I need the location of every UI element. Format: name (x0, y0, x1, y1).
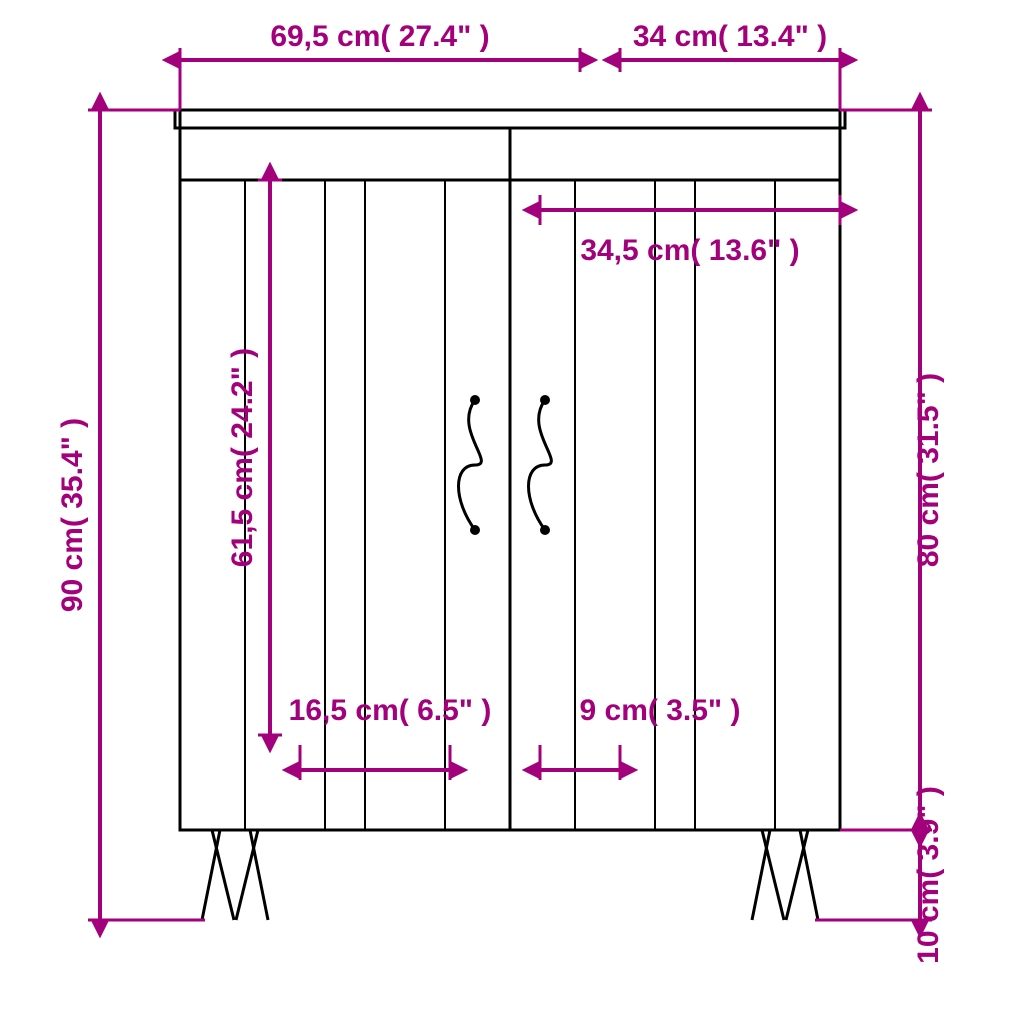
dim-depth: 34 cm( 13.4" ) (633, 20, 827, 53)
dim-inner-width: 34,5 cm( 13.6" ) (580, 234, 799, 267)
dim-overall-width: 69,5 cm( 27.4" ) (270, 20, 489, 53)
dim-leg-height: 10 cm( 3.9" ) (912, 786, 945, 964)
dim-panel-gap: 9 cm( 3.5" ) (580, 694, 741, 727)
dim-body-height: 80 cm( 31.5" ) (912, 373, 945, 567)
dim-door-height: 61,5 cm( 24.2" ) (226, 348, 259, 567)
dim-overall-height: 90 cm( 35.4" ) (56, 418, 89, 612)
dim-panel-width: 16,5 cm( 6.5" ) (289, 694, 492, 727)
